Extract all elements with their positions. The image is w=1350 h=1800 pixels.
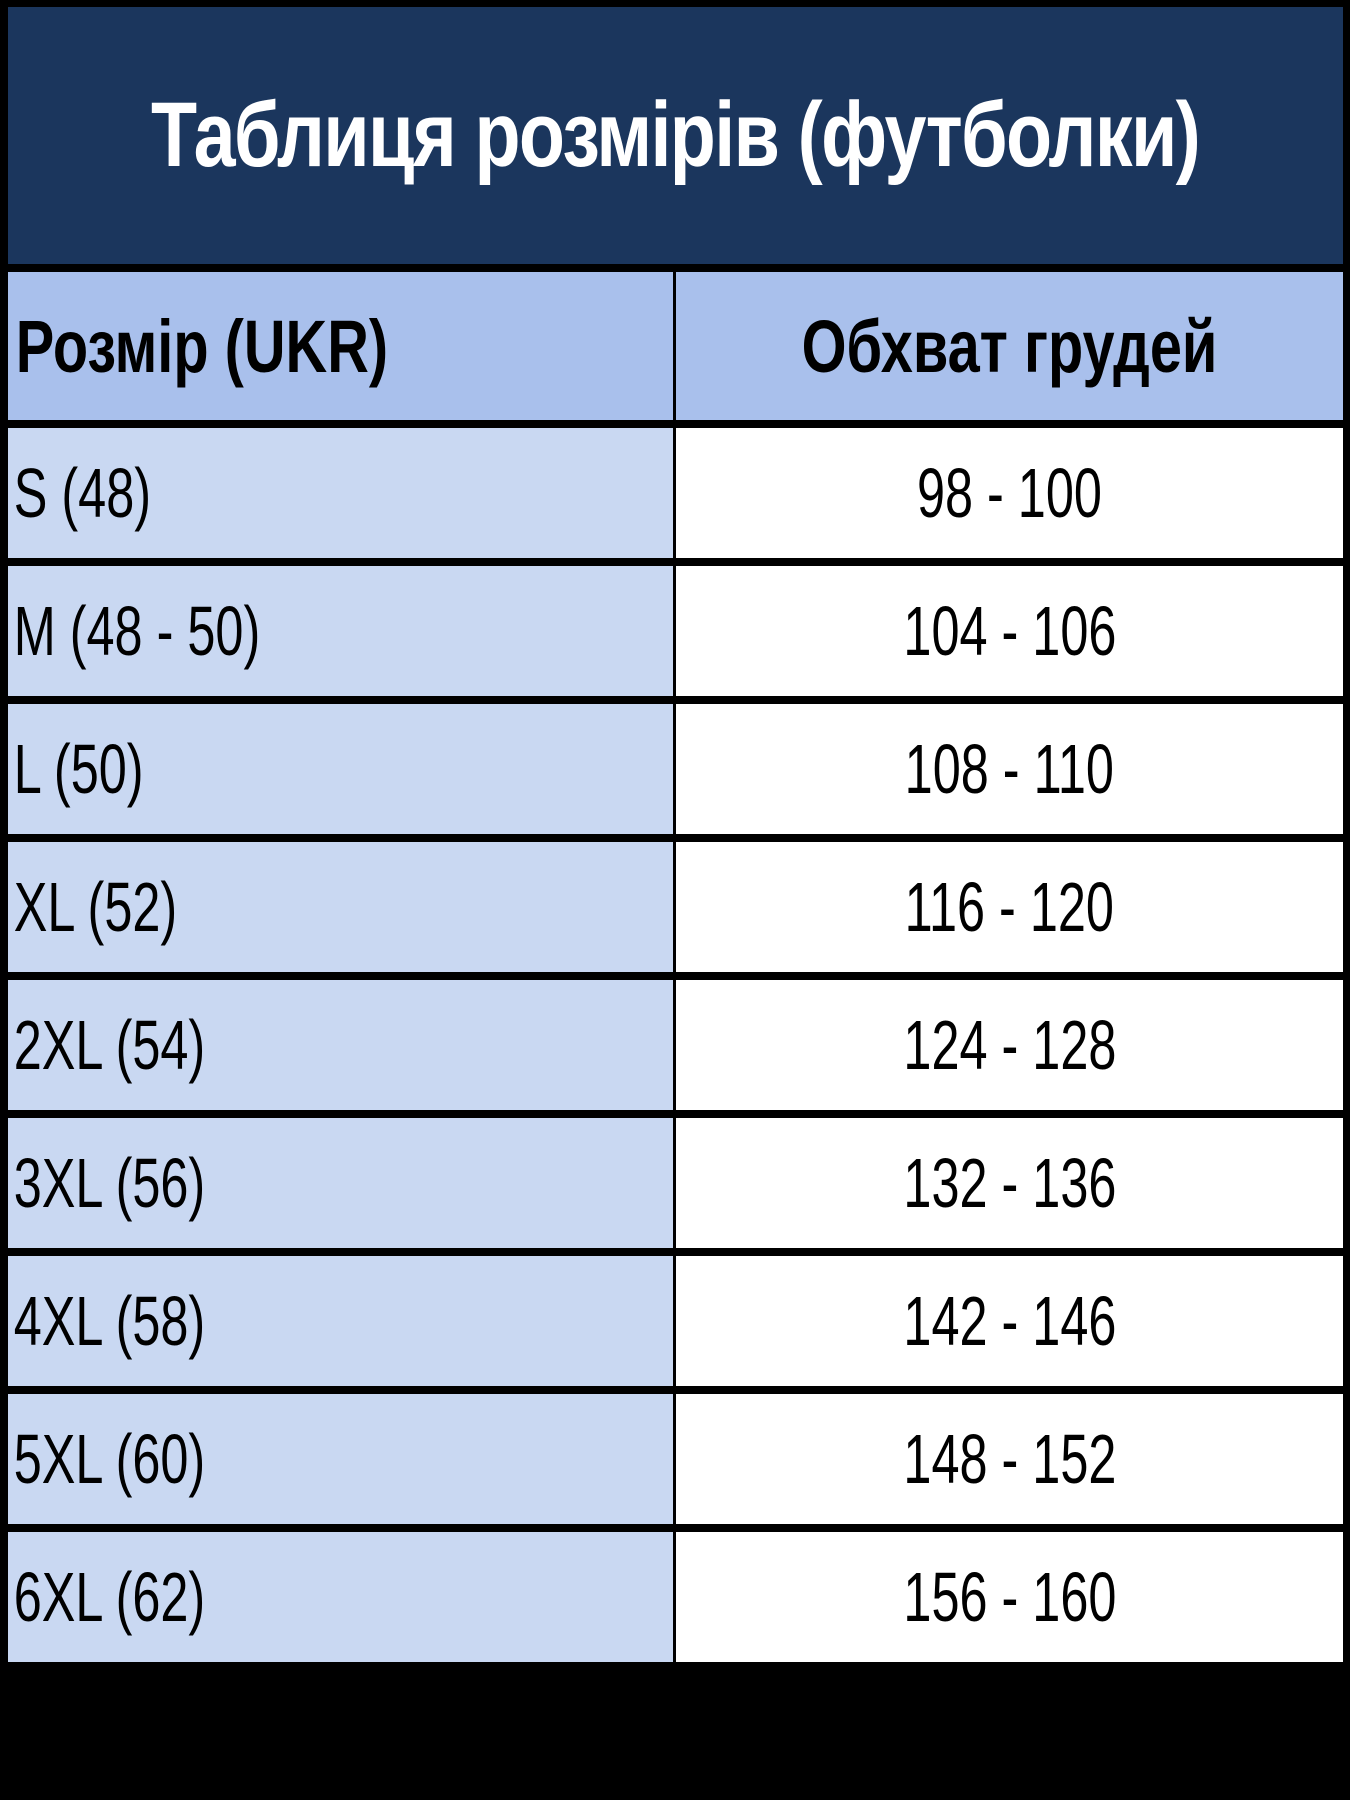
size-cell: 4XL (58)	[8, 1256, 673, 1386]
table-row: 5XL (60) 148 - 152	[8, 1394, 1343, 1524]
size-cell: L (50)	[8, 704, 673, 834]
size-cell: XL (52)	[8, 842, 673, 972]
chest-cell: 148 - 152	[676, 1394, 1343, 1524]
table-row: 6XL (62) 156 - 160	[8, 1532, 1343, 1662]
table-row: XL (52) 116 - 120	[8, 842, 1343, 972]
size-cell: 2XL (54)	[8, 980, 673, 1110]
table-row: 4XL (58) 142 - 146	[8, 1256, 1343, 1386]
chest-cell: 108 - 110	[676, 704, 1343, 834]
size-text: XL (52)	[13, 868, 178, 946]
table-row: 2XL (54) 124 - 128	[8, 980, 1343, 1110]
chart-title-text: Таблиця розмірів (футболки)	[151, 84, 1201, 186]
chest-cell: 142 - 146	[676, 1256, 1343, 1386]
chest-text: 142 - 146	[903, 1282, 1116, 1360]
chest-cell: 156 - 160	[676, 1532, 1343, 1662]
size-text: S (48)	[13, 454, 152, 532]
chest-text: 148 - 152	[903, 1420, 1116, 1498]
chest-text: 132 - 136	[903, 1144, 1116, 1222]
chest-text: 124 - 128	[903, 1006, 1116, 1084]
chest-text: 156 - 160	[903, 1558, 1116, 1636]
table-row: 3XL (56) 132 - 136	[8, 1118, 1343, 1248]
size-text: M (48 - 50)	[13, 592, 261, 670]
table-row: M (48 - 50) 104 - 106	[8, 566, 1343, 696]
size-text: 2XL (54)	[13, 1006, 206, 1084]
header-chest: Обхват грудей	[676, 272, 1343, 420]
chest-text: 108 - 110	[904, 730, 1115, 808]
size-cell: 3XL (56)	[8, 1118, 673, 1248]
size-cell: 6XL (62)	[8, 1532, 673, 1662]
size-cell: 5XL (60)	[8, 1394, 673, 1524]
chest-cell: 116 - 120	[676, 842, 1343, 972]
chest-cell: 98 - 100	[676, 428, 1343, 558]
chart-title: Таблиця розмірів (футболки)	[8, 7, 1343, 264]
table-row: S (48) 98 - 100	[8, 428, 1343, 558]
table-row: L (50) 108 - 110	[8, 704, 1343, 834]
chest-cell: 104 - 106	[676, 566, 1343, 696]
chest-text: 104 - 106	[903, 592, 1116, 670]
chest-text: 98 - 100	[917, 454, 1102, 532]
size-text: 4XL (58)	[13, 1282, 206, 1360]
size-text: 5XL (60)	[13, 1420, 206, 1498]
header-size: Розмір (UKR)	[8, 272, 673, 420]
header-chest-text: Обхват грудей	[801, 304, 1218, 388]
chest-text: 116 - 120	[904, 868, 1115, 946]
size-text: 3XL (56)	[13, 1144, 206, 1222]
size-text: L (50)	[13, 730, 144, 808]
chest-cell: 124 - 128	[676, 980, 1343, 1110]
chest-cell: 132 - 136	[676, 1118, 1343, 1248]
size-cell: S (48)	[8, 428, 673, 558]
header-row: Розмір (UKR) Обхват грудей	[8, 272, 1343, 420]
size-text: 6XL (62)	[13, 1558, 206, 1636]
size-cell: M (48 - 50)	[8, 566, 673, 696]
header-size-text: Розмір (UKR)	[15, 304, 389, 388]
